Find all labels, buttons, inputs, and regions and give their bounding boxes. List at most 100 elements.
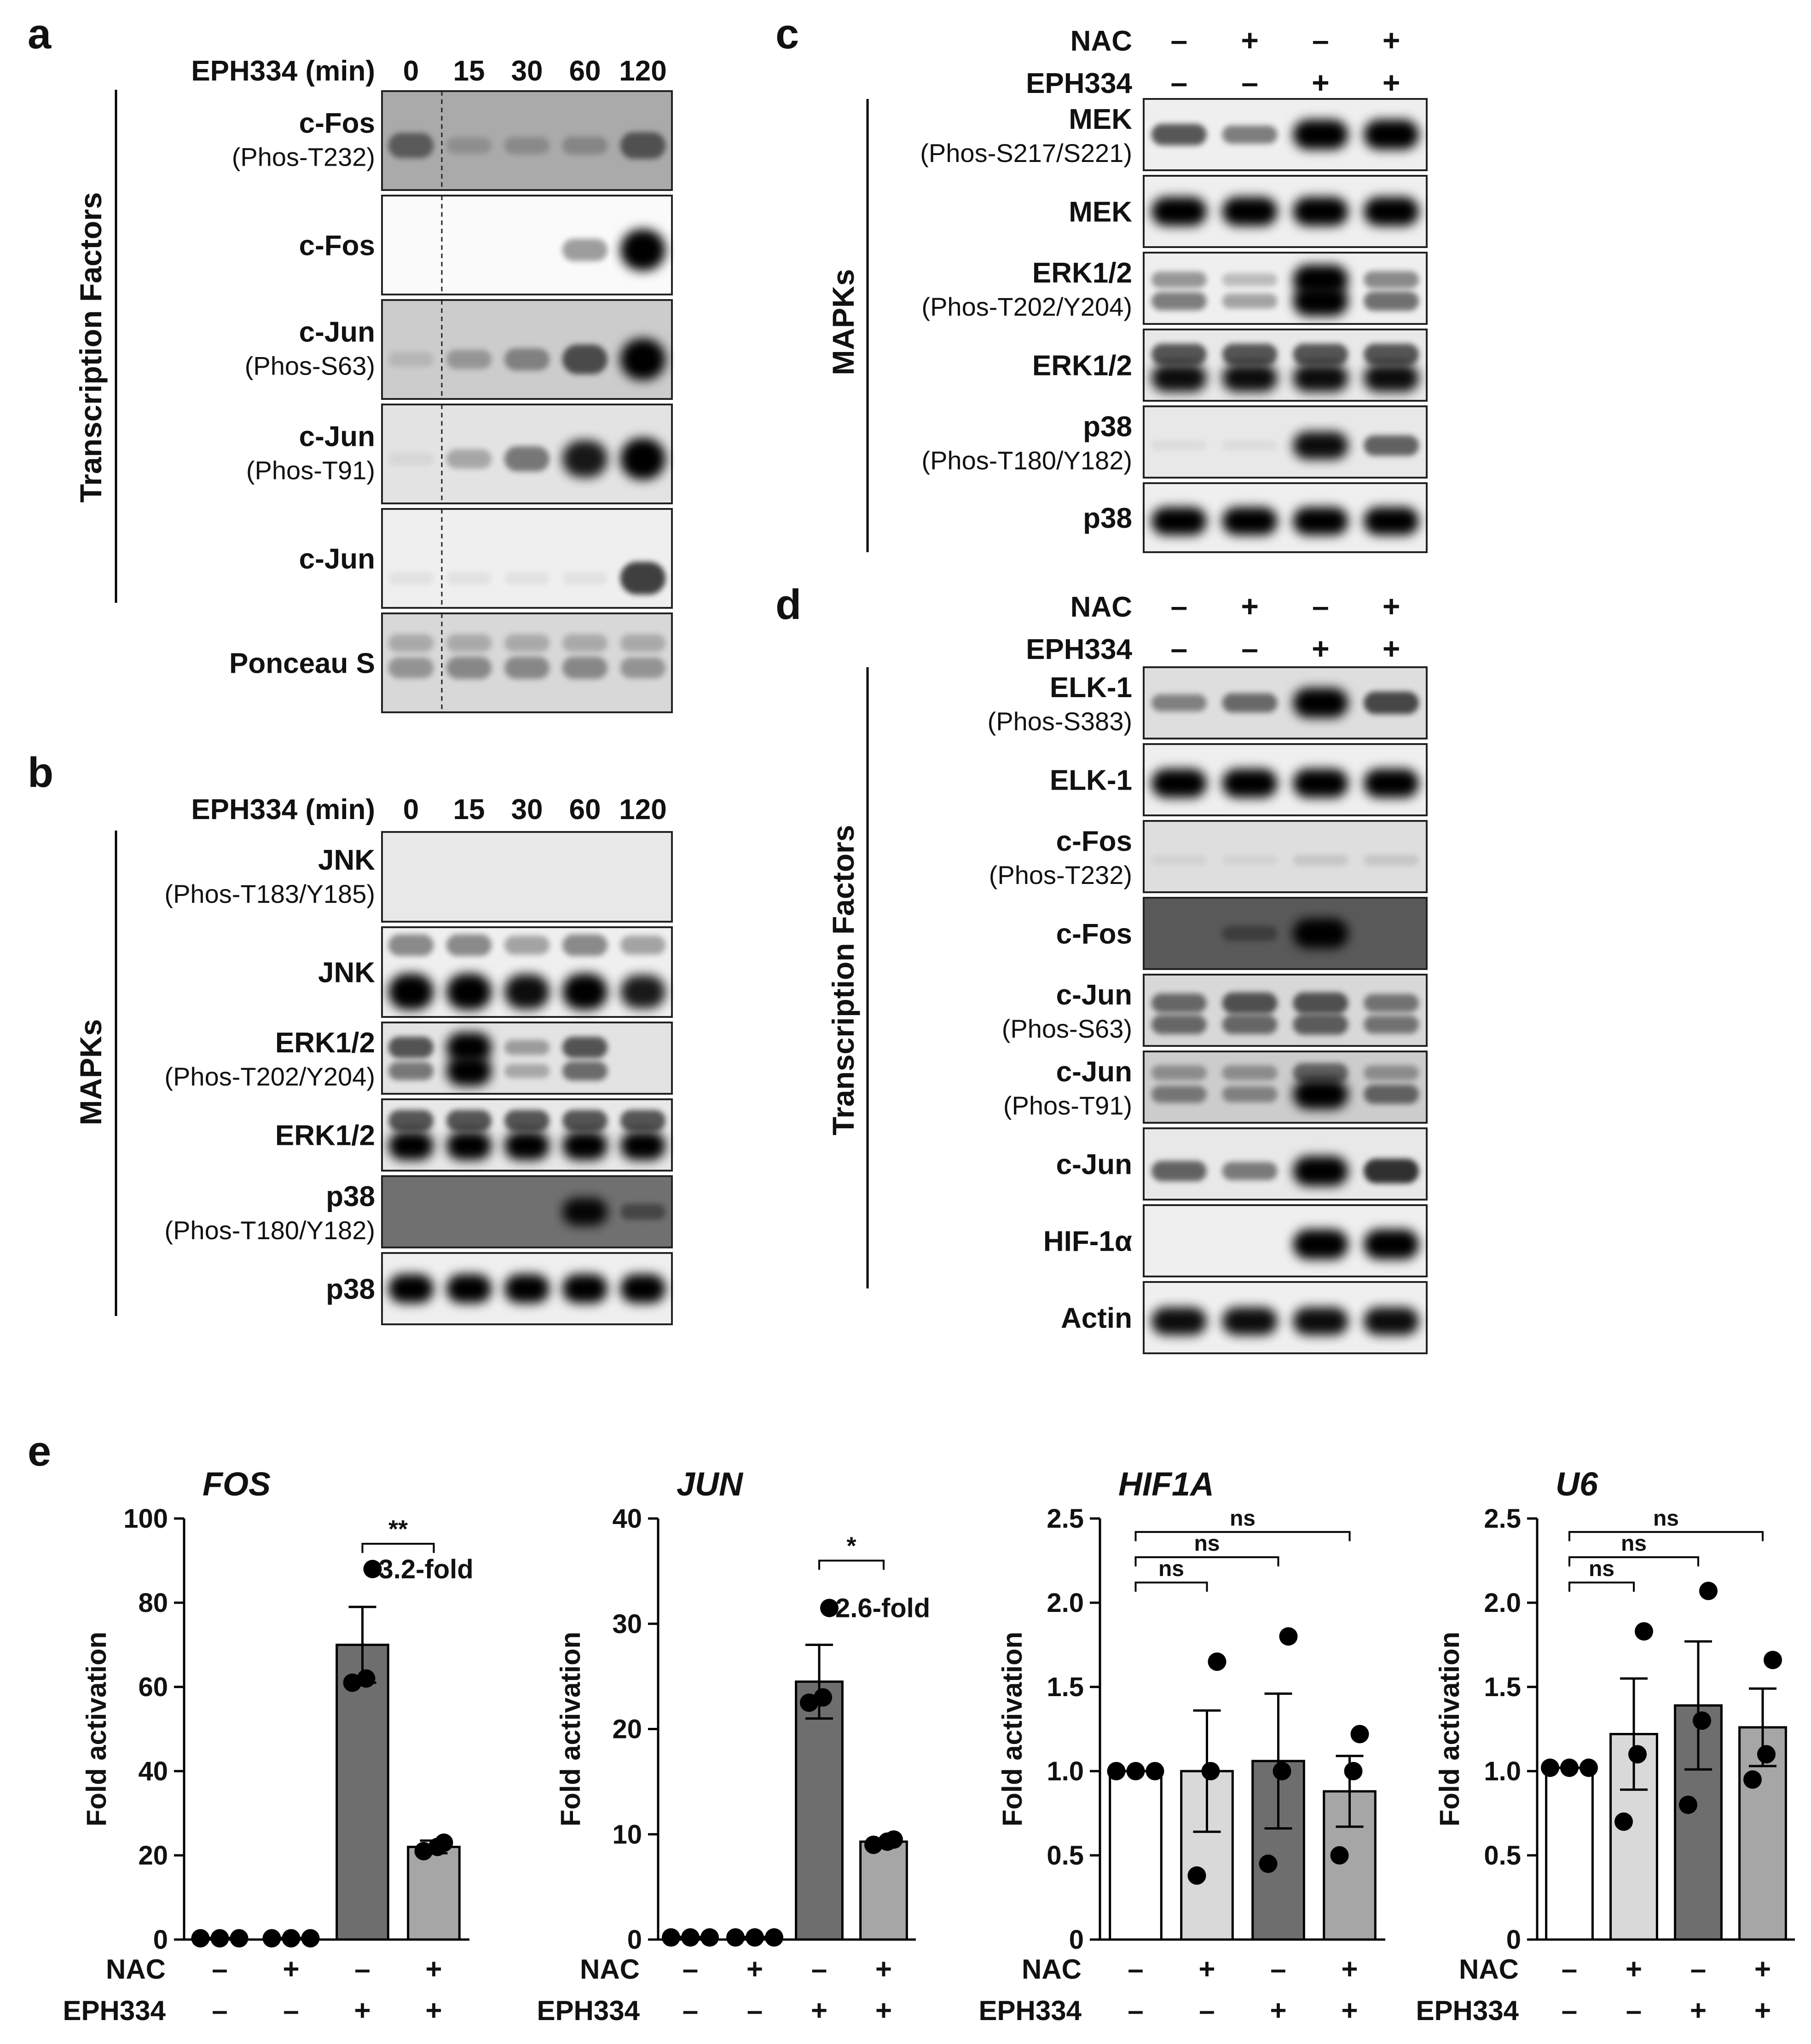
- blot-band: [1151, 292, 1207, 311]
- blot-band: [620, 562, 666, 595]
- blot-band: [1364, 507, 1419, 535]
- blot-0: c-Fos (Phos-T232): [232, 90, 673, 191]
- blot-label: Ponceau S: [229, 648, 375, 680]
- blot-band: [562, 1198, 608, 1226]
- blot-band: [1293, 507, 1348, 535]
- blot-band: [1293, 1156, 1348, 1186]
- blot-band: [1364, 1159, 1419, 1184]
- blot-0: MEK (Phos-S217/S221): [920, 98, 1428, 171]
- panel-c-blots: MEK (Phos-S217/S221) MEK ERK1/2 (Phos-T202/Y…: [920, 98, 1428, 553]
- blot-2: ERK1/2 (Phos-T202/Y204): [164, 1022, 673, 1095]
- blot-band: [1222, 507, 1278, 535]
- blot-label: c-Jun: [1056, 1056, 1132, 1088]
- data-point: [726, 1928, 745, 1947]
- blot-label: c-Jun: [299, 543, 375, 575]
- blot-band: [1364, 344, 1419, 365]
- y-tick-label: 2.5: [1484, 1504, 1521, 1534]
- data-point: [681, 1928, 700, 1947]
- panel-b-header-label: EPH334 (min): [191, 794, 375, 826]
- blot-label: ERK1/2: [1032, 350, 1132, 382]
- y-tick-label: 10: [612, 1819, 642, 1849]
- data-point: [1279, 1627, 1298, 1646]
- lane-label: 120: [619, 794, 666, 826]
- condition-sign: –: [1199, 1995, 1215, 2027]
- condition-sign: –: [1128, 1995, 1143, 2027]
- y-tick-label: 2.0: [1047, 1588, 1084, 1618]
- blot-band: [446, 1131, 492, 1161]
- condition-sign: –: [354, 1953, 370, 1985]
- blot-label: ELK-1: [1050, 765, 1132, 797]
- data-point: [746, 1928, 764, 1947]
- blot-band: [446, 1110, 492, 1132]
- blot-band: [1293, 432, 1348, 460]
- blot-band: [1222, 273, 1278, 286]
- blot-label: c-Fos: [299, 230, 375, 262]
- y-tick-label: 1.5: [1047, 1672, 1084, 1702]
- condition-sign: +: [1754, 1995, 1771, 2027]
- data-point: [1350, 1725, 1369, 1744]
- chart-title: JUN: [677, 1466, 744, 1503]
- blot-band: [504, 1274, 550, 1303]
- blot-frame: [381, 508, 673, 609]
- blot-label: Actin: [1061, 1303, 1132, 1334]
- blot-band: [1151, 1086, 1207, 1103]
- blot-label: ELK-1: [1050, 672, 1132, 704]
- blot-band: [562, 634, 608, 652]
- condition-sign: –: [1312, 589, 1329, 623]
- blot-band: [1364, 271, 1419, 289]
- data-point: [1259, 1854, 1278, 1873]
- condition-sign: +: [1690, 1995, 1707, 2027]
- blot-band: [620, 975, 666, 1009]
- blot-band: [504, 1110, 550, 1132]
- blot-band: [388, 973, 434, 1010]
- lane-label: 30: [511, 55, 543, 87]
- blot-band: [562, 440, 608, 478]
- significance-bracket: [818, 1559, 885, 1570]
- condition-sign: –: [747, 1995, 763, 2027]
- fold-change-label: 2.6-fold: [835, 1593, 930, 1623]
- blot-band: [446, 449, 492, 469]
- data-point: [262, 1929, 281, 1948]
- blot-frame: [1143, 897, 1428, 970]
- blot-band: [620, 634, 666, 652]
- blot-3: c-Jun (Phos-T91): [246, 404, 673, 504]
- blot-6: c-Jun: [1056, 1127, 1428, 1201]
- significance-bracket: [1134, 1531, 1351, 1542]
- blot-band: [562, 1110, 608, 1132]
- panel-b: EPH334 (min) 0 15 30 60 120 MAPKs JNK (Phos-T…: [74, 794, 673, 1325]
- data-point: [885, 1830, 903, 1849]
- blot-band: [620, 935, 666, 955]
- blot-band: [1151, 197, 1207, 226]
- panel-b-side-label: MAPKs: [74, 1019, 108, 1125]
- blot-band: [504, 1064, 550, 1078]
- panel-letter-a: a: [28, 11, 52, 58]
- data-point: [820, 1599, 839, 1617]
- blot-band: [562, 136, 608, 155]
- bar: [859, 1840, 908, 1941]
- panel-a-side-label: Transcription Factors: [74, 192, 108, 503]
- blot-label: c-Fos: [1056, 826, 1132, 857]
- blot-7: HIF-1α: [1043, 1204, 1428, 1277]
- bar: [795, 1680, 844, 1941]
- blot-band: [388, 452, 434, 466]
- chart-0: FOS Fold activation 0 20 40 60 80 100 ** 3.2-fold…: [63, 1466, 474, 2027]
- y-tick-label: 0.5: [1484, 1841, 1521, 1871]
- blot-band: [446, 1032, 492, 1062]
- condition-sign: +: [1341, 1995, 1358, 2027]
- blot-sublabel: (Phos-T202/Y204): [164, 1062, 375, 1091]
- panel-a-header-label: EPH334 (min): [191, 55, 375, 87]
- blot-band: [1222, 1086, 1278, 1103]
- blot-band: [1222, 855, 1278, 865]
- blot-band: [1293, 992, 1348, 1014]
- lane-label: 60: [569, 794, 601, 826]
- blot-sublabel: (Phos-T91): [246, 456, 375, 485]
- blot-band: [1222, 197, 1278, 226]
- panel-c-side-label: MAPKs: [826, 269, 860, 375]
- blot-band: [388, 934, 434, 956]
- condition-label: NAC: [1022, 1954, 1082, 1985]
- chart-title: FOS: [203, 1466, 271, 1503]
- blot-band: [388, 133, 434, 158]
- blot-band: [1364, 1085, 1419, 1104]
